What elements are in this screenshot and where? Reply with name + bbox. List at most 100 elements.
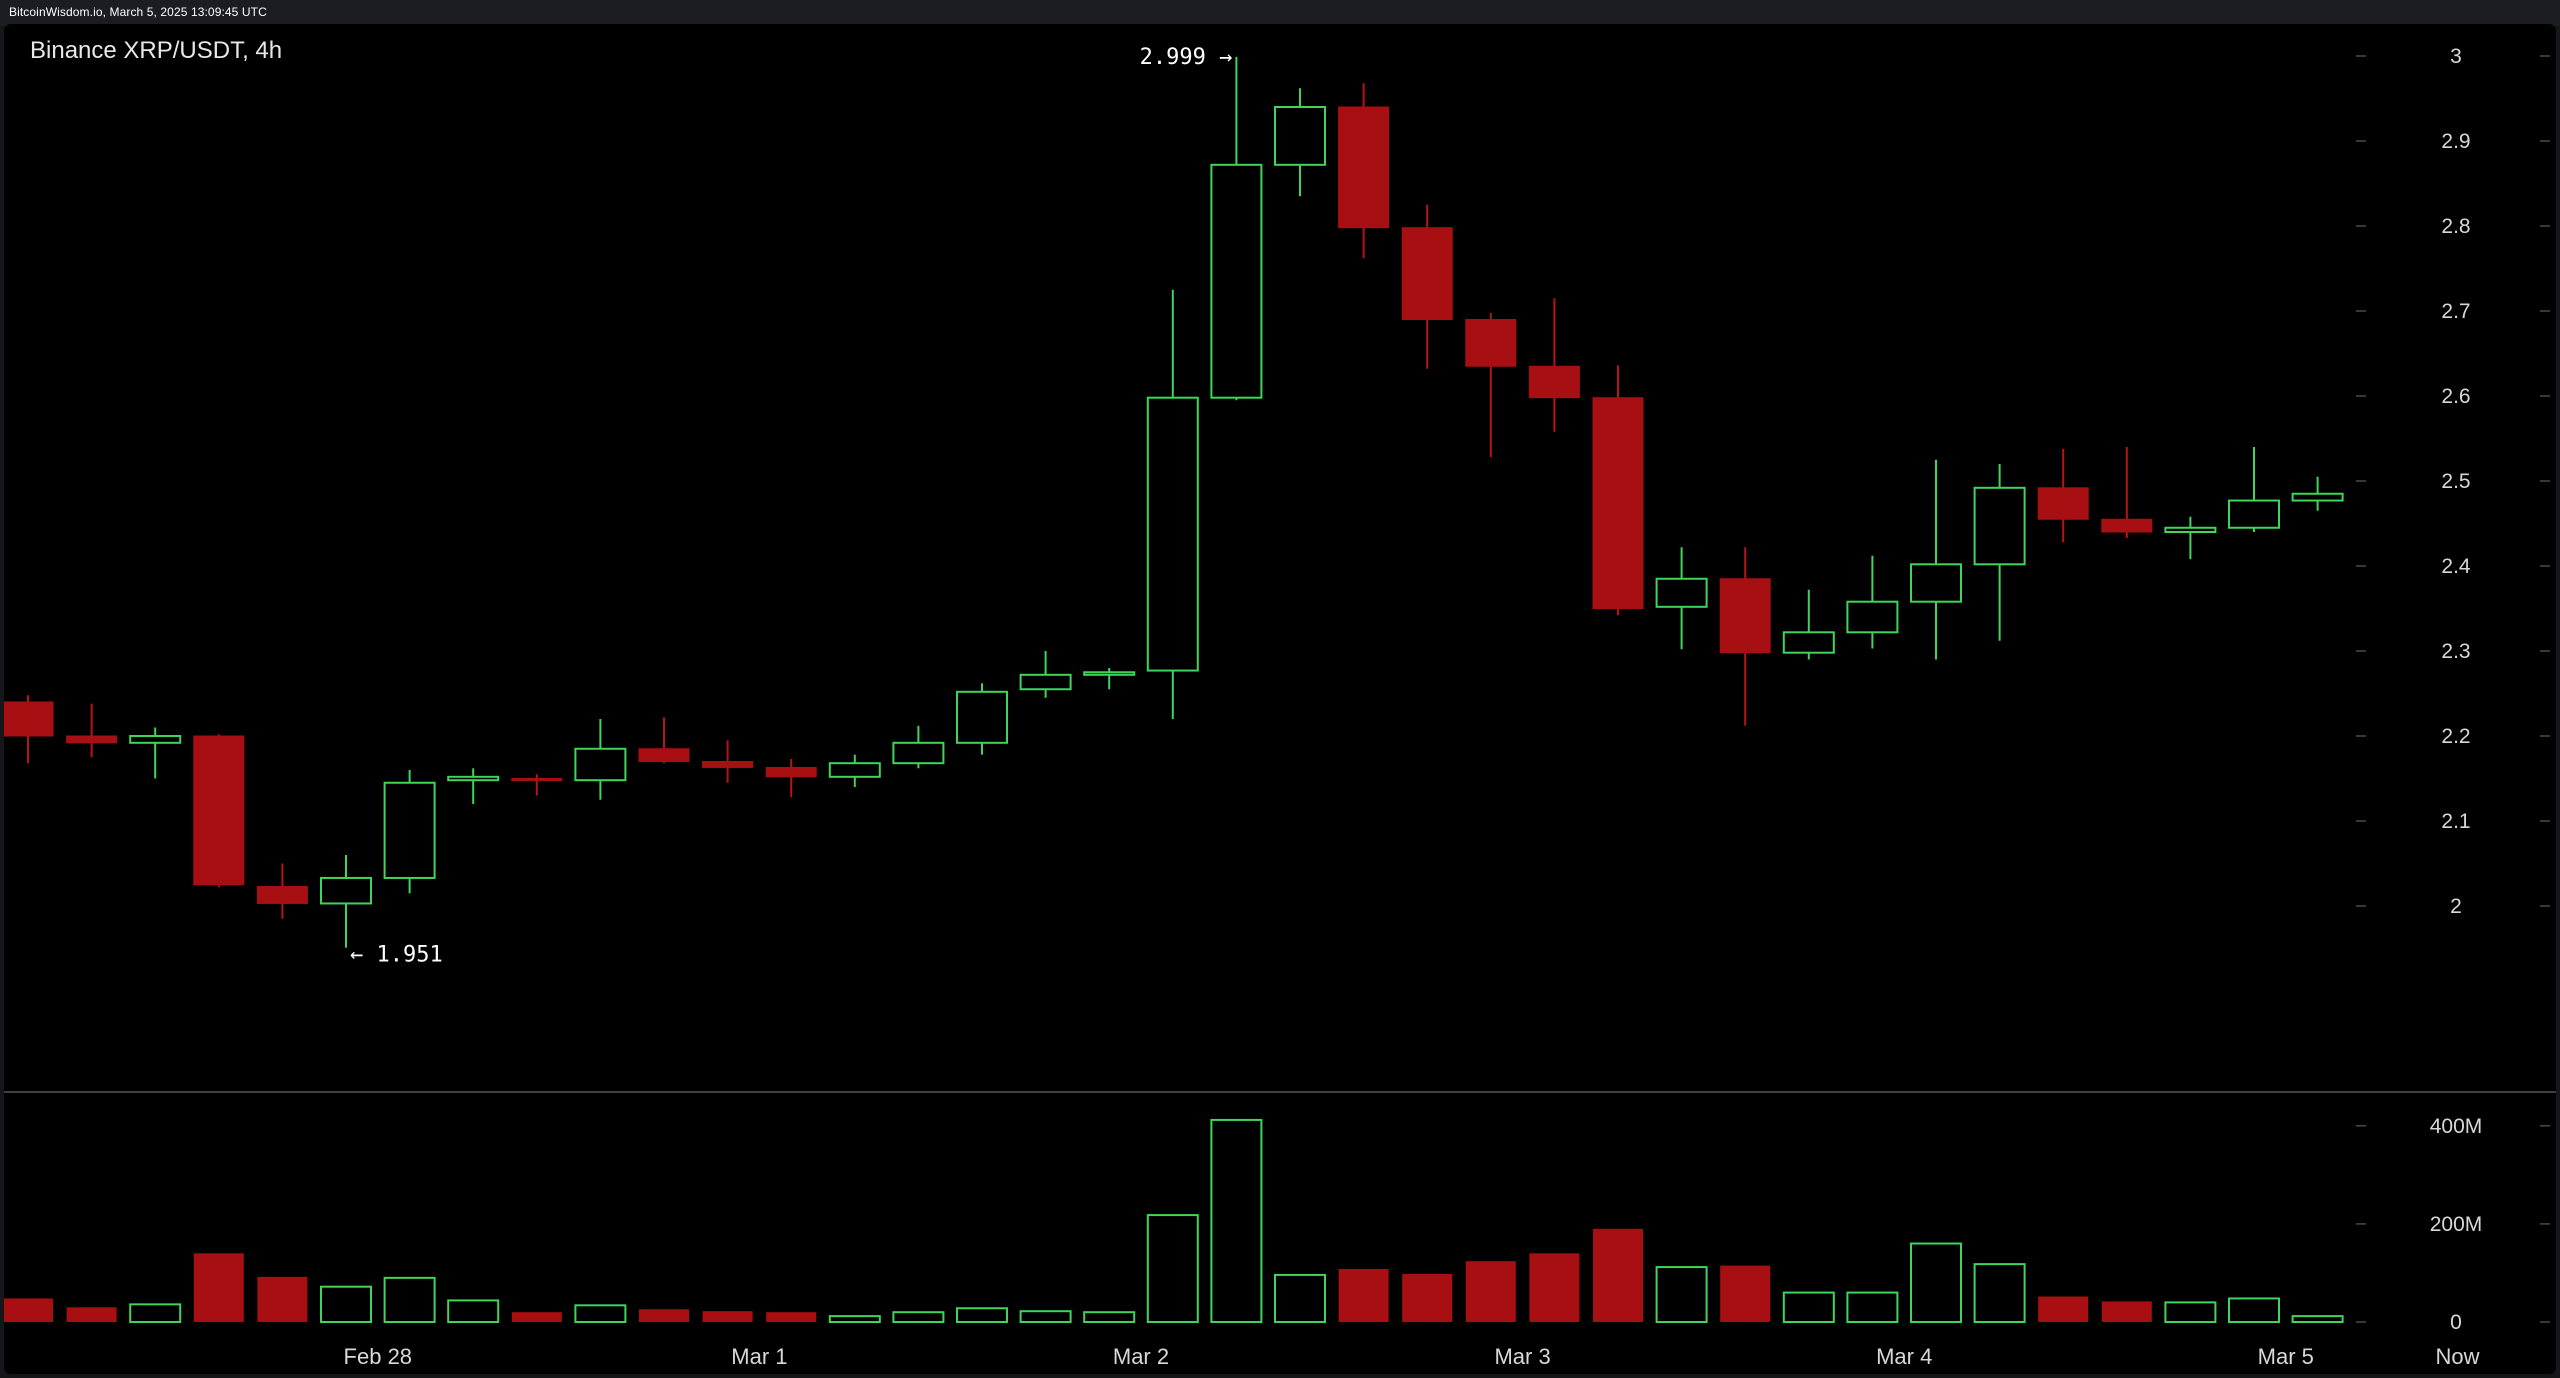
candle-body-up: [1146, 396, 1199, 672]
volume-bar-up: [892, 1311, 945, 1323]
x-tick-label: Mar 1: [731, 1344, 787, 1369]
candle-body-up: [1210, 163, 1263, 399]
candle-body-up: [892, 741, 945, 765]
price-tick-label: 2.3: [2441, 640, 2470, 663]
volume-bar-up: [1973, 1263, 2026, 1323]
volume-bar-up: [1210, 1118, 1263, 1324]
candle-body-down: [66, 735, 118, 744]
x-tick-label: Mar 4: [1876, 1344, 1932, 1369]
candle-body-down: [1338, 106, 1390, 229]
volume-bar-up: [956, 1307, 1008, 1324]
candle-body-up: [828, 762, 881, 778]
volume-bar-down: [2038, 1296, 2089, 1322]
candle-body-up: [383, 781, 436, 879]
candle-body-up: [2291, 492, 2344, 502]
x-tick-label: Feb 28: [344, 1344, 413, 1369]
chart-title: Binance XRP/USDT, 4h: [30, 37, 283, 64]
volume-bar-down: [4, 1298, 53, 1322]
volume-bar-up: [447, 1299, 500, 1324]
candle-body-up: [1782, 631, 1835, 654]
title-bar: BitcoinWisdom.io, March 5, 2025 13:09:45…: [0, 0, 2560, 26]
volume-bar-up: [1782, 1291, 1835, 1323]
volume-bar-up: [1083, 1311, 1136, 1323]
candle-body-down: [1401, 227, 1453, 320]
candlestick-chart[interactable]: 2 2.1 2.2 2.3 2.4 2.5 2.6 2.7 2.8 2.9 3 0 200M 400M Fe…: [4, 24, 2556, 1374]
price-tick-label: 2.8: [2441, 215, 2470, 238]
volume-bar-up: [1146, 1214, 1199, 1323]
volume-bar-down: [1720, 1265, 1771, 1322]
price-low-annotation: ← 1.951: [350, 943, 443, 968]
candle-body-down: [1592, 397, 1644, 610]
volume-bar-up: [2228, 1297, 2280, 1324]
volume-tick-label: 0: [2450, 1311, 2462, 1334]
volume-bar-down: [766, 1312, 817, 1322]
candle-body-up: [1973, 486, 2026, 566]
volume-bar-up: [1846, 1291, 1899, 1323]
candle-body-down: [1528, 365, 1580, 399]
price-high-annotation: 2.999 →: [1140, 45, 1233, 70]
x-tick-label: Mar 2: [1113, 1344, 1169, 1369]
chart-panel: 2 2.1 2.2 2.3 2.4 2.5 2.6 2.7 2.8 2.9 3 0 200M 400M Fe…: [4, 24, 2556, 1374]
volume-bar-down: [1338, 1269, 1389, 1322]
candle-body-up: [1846, 600, 1899, 634]
volume-bar-up: [2164, 1301, 2217, 1324]
candle-body-down: [2037, 487, 2089, 520]
volume-bar-down: [639, 1309, 689, 1322]
candle-body-up: [1083, 671, 1136, 676]
volume-tick-label: 400M: [2430, 1115, 2483, 1138]
price-tick-label: 2.4: [2441, 555, 2471, 578]
volume-bar-down: [2101, 1301, 2152, 1322]
candle-body-up: [2164, 526, 2217, 533]
candle-body-down: [256, 885, 308, 904]
x-tick-label: Now: [2436, 1344, 2480, 1369]
candle-body-down: [1465, 319, 1517, 367]
volume-bar-down: [1593, 1228, 1643, 1322]
volume-bar-up: [828, 1315, 881, 1323]
volume-bar-up: [1274, 1273, 1326, 1324]
volume-bar-down: [193, 1253, 244, 1322]
candle-body-up: [2228, 499, 2280, 529]
volume-bar-up: [574, 1304, 627, 1324]
watermark-text: BitcoinWisdom.io, March 5, 2025 13:09:45…: [9, 5, 267, 19]
volume-bar-down: [1465, 1261, 1516, 1322]
candle-body-up: [320, 876, 372, 905]
volume-bar-up: [383, 1276, 436, 1324]
price-tick-label: 2: [2450, 895, 2462, 918]
x-tick-label: Mar 3: [1494, 1344, 1550, 1369]
candle-body-up: [1910, 563, 1962, 603]
volume-tick-label: 200M: [2430, 1213, 2483, 1236]
price-tick-label: 3: [2450, 45, 2462, 68]
candle-body-down: [193, 735, 245, 886]
price-tick-label: 2.1: [2441, 810, 2470, 833]
volume-bar-up: [1910, 1242, 1962, 1323]
volume-bar-down: [1529, 1253, 1580, 1322]
price-tick-label: 2.2: [2441, 725, 2470, 748]
volume-bar-up: [129, 1303, 182, 1324]
price-tick-label: 2.5: [2441, 470, 2470, 493]
candle-body-down: [511, 778, 563, 781]
price-tick-label: 2.6: [2441, 385, 2470, 408]
candle-body-down: [2101, 518, 2153, 533]
candle-body-up: [574, 747, 627, 782]
candle-body-up: [1019, 673, 1072, 691]
volume-bar-up: [320, 1285, 372, 1323]
candle-body-up: [1655, 577, 1708, 608]
candle-body-down: [4, 701, 54, 737]
price-tick-label: 2.9: [2441, 130, 2470, 153]
candle-body-up: [956, 690, 1008, 744]
volume-bar-down: [511, 1312, 562, 1322]
volume-bar-down: [702, 1311, 753, 1322]
volume-bar-down: [66, 1307, 117, 1322]
volume-bar-up: [2291, 1315, 2344, 1323]
candle-body-down: [1719, 578, 1771, 654]
volume-bar-up: [1655, 1266, 1708, 1323]
candle-body-down: [638, 748, 690, 762]
candle-body-up: [447, 775, 500, 782]
candle-body-up: [129, 735, 182, 744]
price-tick-label: 2.7: [2441, 300, 2470, 323]
x-tick-label: Mar 5: [2258, 1344, 2314, 1369]
candle-body-up: [1274, 106, 1326, 166]
volume-bar-up: [1019, 1310, 1072, 1323]
candle-body-down: [765, 766, 817, 778]
volume-bar-down: [1402, 1273, 1453, 1322]
